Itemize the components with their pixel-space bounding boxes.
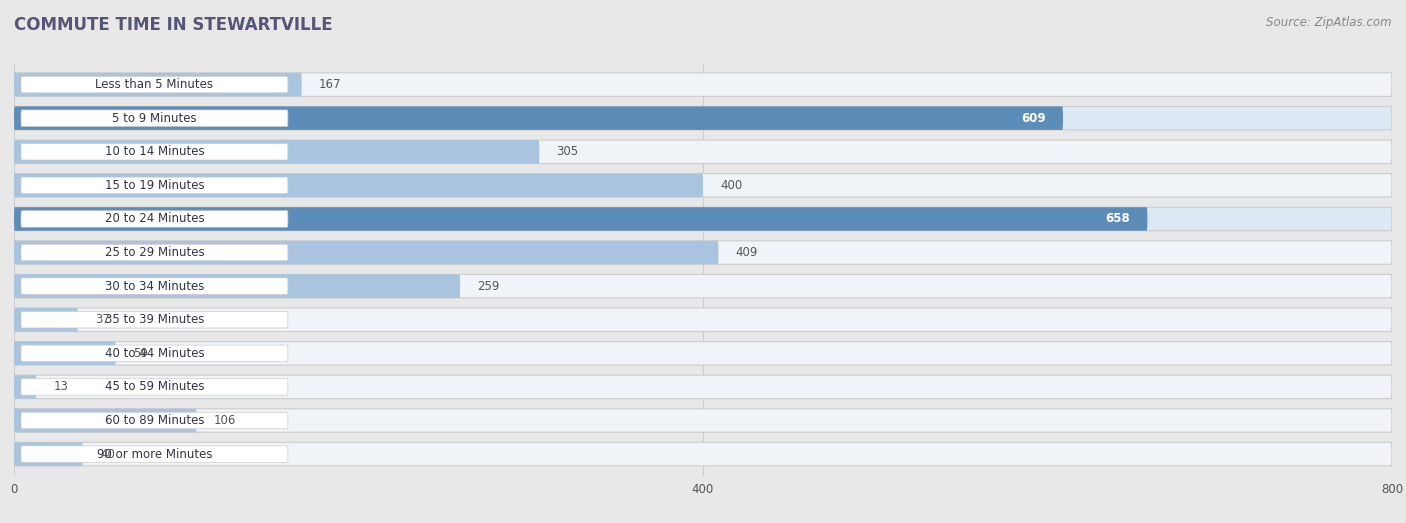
FancyBboxPatch shape (14, 207, 1147, 231)
Text: 25 to 29 Minutes: 25 to 29 Minutes (104, 246, 204, 259)
Text: 167: 167 (319, 78, 342, 91)
Text: 40 to 44 Minutes: 40 to 44 Minutes (104, 347, 204, 360)
Text: 13: 13 (53, 380, 69, 393)
FancyBboxPatch shape (14, 174, 703, 197)
Text: 5 to 9 Minutes: 5 to 9 Minutes (112, 112, 197, 124)
FancyBboxPatch shape (14, 342, 1392, 365)
FancyBboxPatch shape (21, 412, 288, 429)
FancyBboxPatch shape (14, 308, 1392, 332)
FancyBboxPatch shape (21, 244, 288, 261)
FancyBboxPatch shape (21, 110, 288, 127)
FancyBboxPatch shape (14, 106, 1392, 130)
FancyBboxPatch shape (14, 241, 1392, 264)
FancyBboxPatch shape (14, 375, 37, 399)
FancyBboxPatch shape (14, 375, 1392, 399)
Text: 658: 658 (1105, 212, 1130, 225)
Text: 40: 40 (100, 448, 115, 461)
Text: 90 or more Minutes: 90 or more Minutes (97, 448, 212, 461)
FancyBboxPatch shape (21, 177, 288, 194)
Text: 106: 106 (214, 414, 236, 427)
Text: COMMUTE TIME IN STEWARTVILLE: COMMUTE TIME IN STEWARTVILLE (14, 16, 333, 33)
FancyBboxPatch shape (21, 446, 288, 462)
FancyBboxPatch shape (14, 342, 115, 365)
FancyBboxPatch shape (14, 409, 1392, 433)
FancyBboxPatch shape (14, 442, 1392, 466)
Text: 305: 305 (557, 145, 579, 158)
Text: 37: 37 (96, 313, 110, 326)
FancyBboxPatch shape (14, 73, 302, 96)
Text: Less than 5 Minutes: Less than 5 Minutes (96, 78, 214, 91)
FancyBboxPatch shape (21, 379, 288, 395)
FancyBboxPatch shape (14, 409, 197, 433)
Text: 60 to 89 Minutes: 60 to 89 Minutes (104, 414, 204, 427)
Text: 59: 59 (134, 347, 148, 360)
FancyBboxPatch shape (14, 275, 1392, 298)
Text: 30 to 34 Minutes: 30 to 34 Minutes (104, 280, 204, 293)
FancyBboxPatch shape (14, 174, 1392, 197)
FancyBboxPatch shape (21, 211, 288, 227)
FancyBboxPatch shape (21, 76, 288, 93)
Text: 259: 259 (478, 280, 499, 293)
FancyBboxPatch shape (14, 106, 1063, 130)
Text: 609: 609 (1021, 112, 1046, 124)
Text: 400: 400 (720, 179, 742, 192)
Text: 45 to 59 Minutes: 45 to 59 Minutes (104, 380, 204, 393)
FancyBboxPatch shape (14, 442, 83, 466)
FancyBboxPatch shape (21, 278, 288, 294)
FancyBboxPatch shape (14, 275, 460, 298)
FancyBboxPatch shape (14, 140, 540, 164)
Text: 20 to 24 Minutes: 20 to 24 Minutes (104, 212, 204, 225)
Text: Source: ZipAtlas.com: Source: ZipAtlas.com (1267, 16, 1392, 29)
Text: 10 to 14 Minutes: 10 to 14 Minutes (104, 145, 204, 158)
FancyBboxPatch shape (21, 312, 288, 328)
FancyBboxPatch shape (21, 143, 288, 160)
Text: 409: 409 (735, 246, 758, 259)
FancyBboxPatch shape (14, 308, 77, 332)
FancyBboxPatch shape (21, 345, 288, 361)
Text: 35 to 39 Minutes: 35 to 39 Minutes (104, 313, 204, 326)
FancyBboxPatch shape (14, 140, 1392, 164)
FancyBboxPatch shape (14, 73, 1392, 96)
Text: 15 to 19 Minutes: 15 to 19 Minutes (104, 179, 204, 192)
FancyBboxPatch shape (14, 241, 718, 264)
FancyBboxPatch shape (14, 207, 1392, 231)
